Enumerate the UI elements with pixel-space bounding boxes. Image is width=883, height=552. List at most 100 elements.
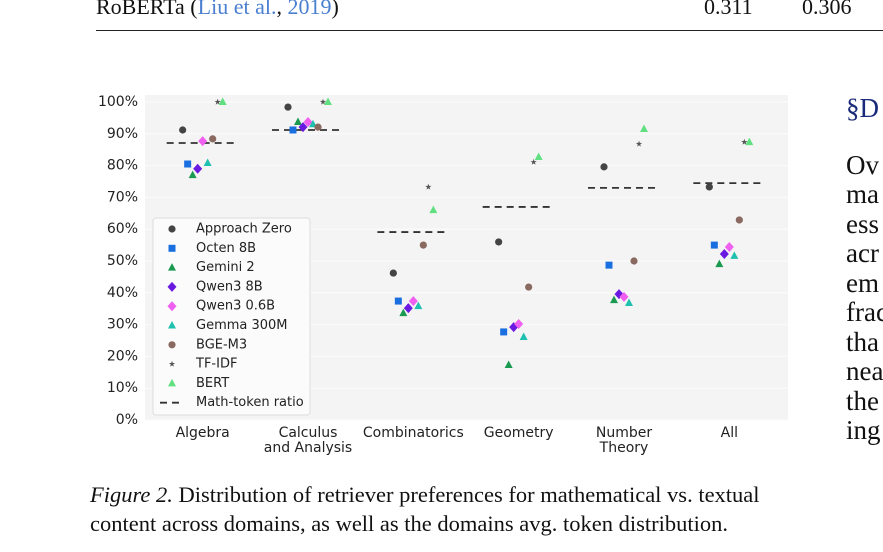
- point: [745, 137, 754, 146]
- caption-label: Figure 2.: [90, 482, 173, 507]
- legend-label: BERT: [196, 376, 229, 391]
- text-fragment: ess: [846, 208, 879, 239]
- legend-marker: [168, 341, 176, 349]
- point: [303, 117, 313, 128]
- point: [419, 241, 427, 249]
- point: [705, 183, 713, 191]
- point: [193, 163, 203, 174]
- x-tick-label: Geometry: [484, 425, 554, 441]
- legend-label: BGE-M3: [196, 337, 247, 352]
- y-tick-label: 60%: [107, 221, 138, 237]
- punct: ): [331, 0, 339, 19]
- point: [730, 251, 739, 259]
- point: [179, 126, 187, 134]
- legend-marker: [168, 244, 176, 252]
- text-fragment: the: [846, 385, 879, 416]
- point: [724, 242, 734, 253]
- point: [715, 259, 724, 268]
- point: [394, 297, 402, 305]
- point: [630, 257, 638, 265]
- point: [425, 183, 432, 190]
- legend-label: Math-token ratio: [196, 395, 304, 410]
- point: [399, 308, 408, 317]
- point: [289, 126, 297, 134]
- y-tick-label: 70%: [107, 189, 138, 205]
- point: [500, 328, 508, 336]
- point: [408, 296, 418, 307]
- y-tick-label: 80%: [107, 158, 138, 174]
- text-fragment: acr: [846, 238, 879, 268]
- point: [298, 122, 308, 133]
- y-tick-label: 10%: [107, 380, 138, 396]
- y-tick-label: 100%: [98, 94, 138, 110]
- legend-marker: [168, 321, 176, 329]
- legend-marker: [168, 225, 176, 233]
- legend-label: Qwen3 8B: [196, 279, 263, 294]
- y-tick-label: 40%: [107, 285, 138, 301]
- point: [403, 303, 413, 314]
- punct: ,: [276, 0, 288, 19]
- point: [284, 103, 292, 111]
- section-heading: §D: [846, 93, 879, 123]
- point: [209, 135, 217, 143]
- legend-label: Approach Zero: [196, 222, 292, 237]
- point: [719, 249, 729, 260]
- text-fragment: nea: [846, 356, 883, 386]
- legend-marker: [167, 281, 177, 292]
- point: [635, 140, 643, 147]
- text-fragment: ma: [846, 179, 879, 209]
- point: [214, 98, 221, 105]
- point: [514, 318, 524, 329]
- legend-marker: [167, 301, 177, 312]
- legend-marker: [168, 360, 176, 367]
- point: [495, 238, 503, 246]
- y-tick-label: 50%: [107, 253, 138, 269]
- cell: 0.306: [802, 0, 852, 19]
- point: [184, 160, 192, 168]
- citation[interactable]: Liu et al.: [197, 0, 277, 19]
- point: [600, 163, 608, 171]
- legend-marker: [168, 263, 176, 271]
- point: [605, 261, 613, 269]
- point: [619, 291, 629, 302]
- legend-label: TF-IDF: [195, 357, 237, 372]
- table-row: RoBERTa (Liu et al., 2019) 0.311 0.306: [96, 0, 883, 20]
- model-name: RoBERTa (: [96, 0, 198, 19]
- legend-label: Octen 8B: [196, 241, 256, 256]
- point: [324, 97, 332, 105]
- point: [414, 301, 423, 310]
- point: [735, 216, 743, 224]
- citation-year[interactable]: 2019: [287, 0, 332, 19]
- point: [640, 124, 648, 133]
- point: [203, 158, 212, 167]
- x-tick-label: Number Theory: [596, 425, 652, 456]
- point: [188, 170, 197, 179]
- y-tick-label: 0%: [116, 412, 138, 428]
- caption: Figure 2. Distribution of retriever pref…: [90, 480, 805, 538]
- text-fragment: Ov: [846, 149, 879, 180]
- text-fragment: ing: [846, 415, 881, 445]
- text-fragment: em: [846, 267, 879, 298]
- right-column: §D Ov ma ess acr em frac tha nea the ing: [846, 93, 883, 446]
- point: [319, 98, 327, 105]
- legend-label: Qwen3 0.6B: [196, 299, 275, 314]
- point: [710, 241, 718, 249]
- point: [519, 332, 528, 341]
- x-tick-label: Combinatorics: [363, 425, 464, 441]
- point: [218, 97, 227, 105]
- legend-label: Gemini 2: [196, 260, 255, 275]
- y-tick-label: 90%: [107, 126, 138, 142]
- point: [429, 205, 438, 214]
- cell: 0.311: [704, 0, 753, 19]
- x-tick-label: Calculus and Analysis: [264, 425, 352, 456]
- legend-box: [152, 217, 311, 416]
- point: [534, 152, 543, 161]
- point: [504, 360, 513, 368]
- y-tick-label: 20%: [107, 348, 138, 364]
- caption-text: Distribution of retriever preferences fo…: [90, 482, 760, 536]
- text-fragment: tha: [846, 326, 879, 357]
- legend-label: Gemma 300M: [196, 318, 288, 333]
- y-tick-label: 30%: [107, 317, 138, 333]
